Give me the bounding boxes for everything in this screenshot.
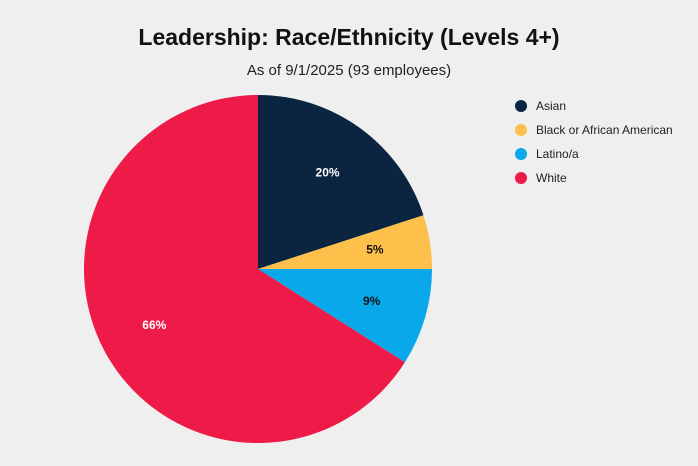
legend-item: Latino/a [515,142,673,166]
pie-data-label: 66% [142,318,166,332]
legend-label: Black or African American [536,123,673,137]
pie-slice-latino-a [258,269,432,363]
legend-label: Latino/a [536,147,579,161]
pie-slice-black-or-african-american [258,215,432,269]
legend-item: Black or African American [515,118,673,142]
pie-slice-asian [258,95,424,269]
pie-data-label: 9% [363,294,381,308]
pie-data-label: 20% [316,165,340,179]
legend-swatch [515,100,527,112]
legend-label: White [536,171,567,185]
chart-legend: Asian Black or African American Latino/a Wh… [515,94,673,190]
legend-swatch [515,124,527,136]
legend-swatch [515,172,527,184]
pie-slice-white [83,95,405,443]
legend-swatch [515,148,527,160]
pie-data-label: 5% [366,243,384,257]
legend-label: Asian [536,99,567,113]
chart-subtitle: As of 9/1/2025 (93 employees) [246,62,452,79]
legend-item: Asian [515,94,673,118]
chart-title: Leadership: Race/Ethnicity (Levels 4+) [138,24,560,50]
legend-item: White [515,166,673,190]
